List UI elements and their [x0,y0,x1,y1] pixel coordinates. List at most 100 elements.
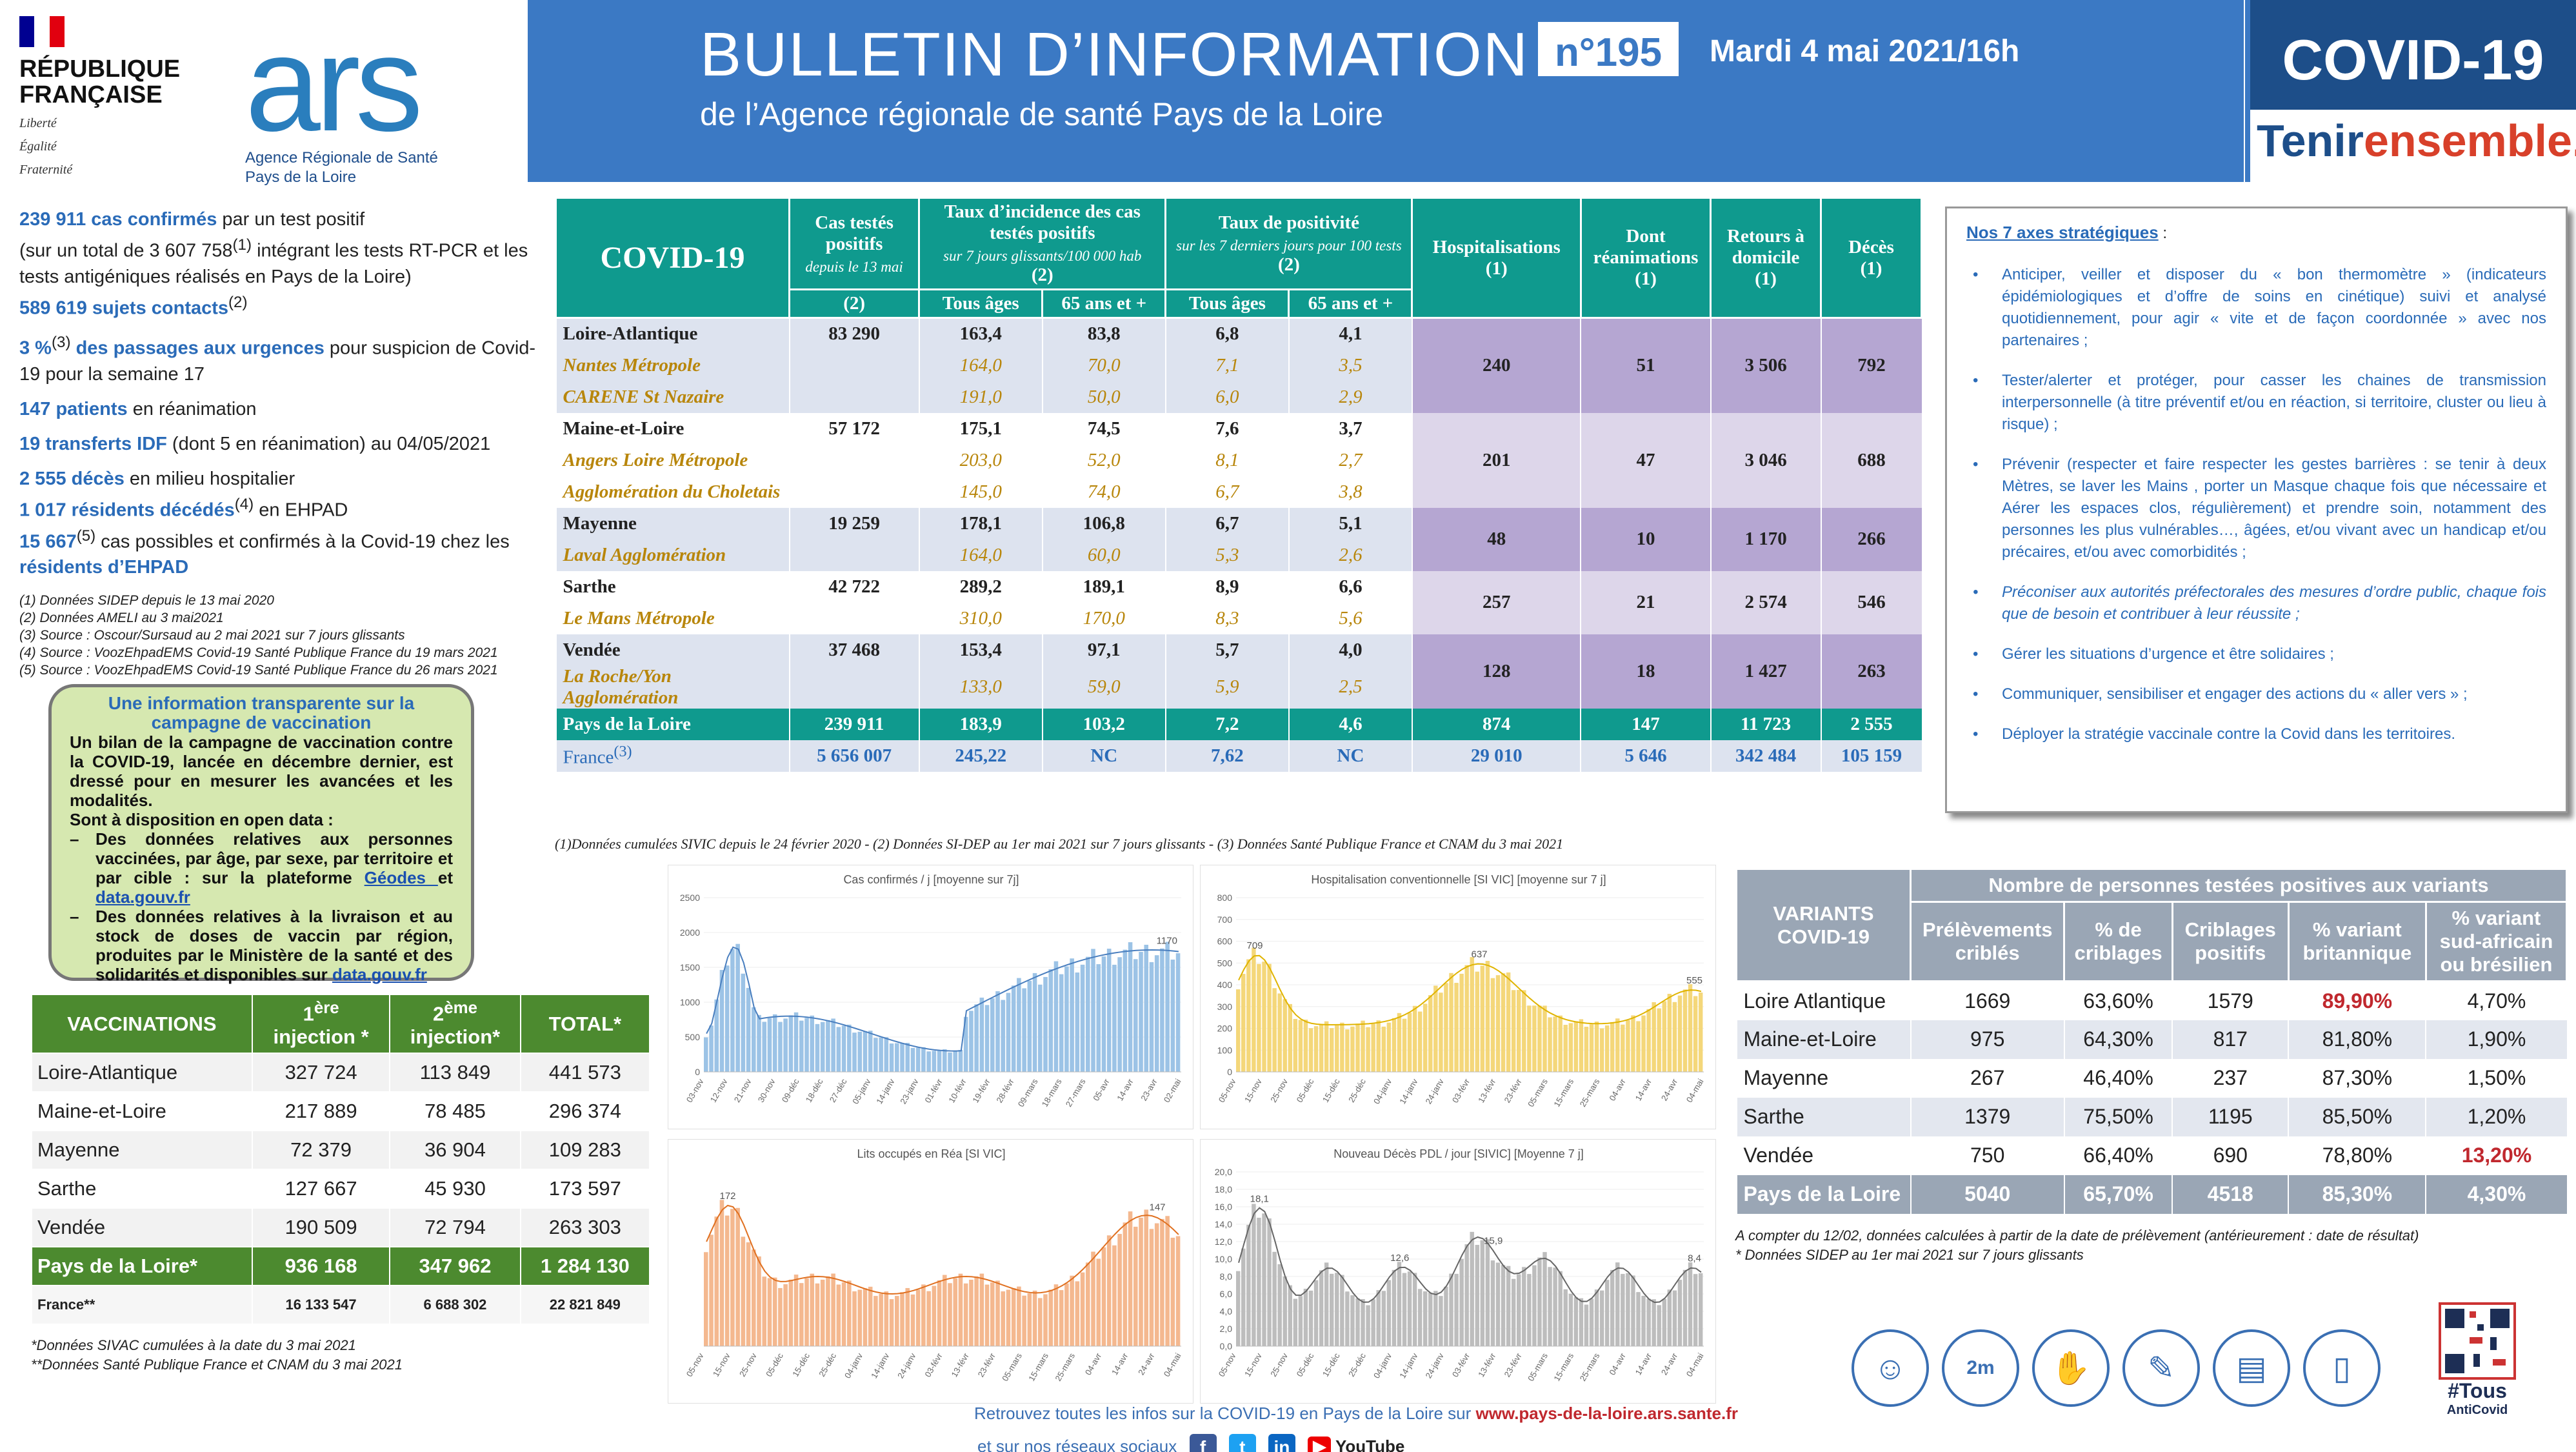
x-tick-label: 25-mars [1578,1351,1602,1383]
bar [1303,1020,1308,1072]
bar [1511,1278,1516,1346]
bar [1641,1015,1646,1072]
bar [1589,1024,1594,1072]
bar [953,1278,958,1346]
tous-anticovid-label: #Tous AntiCovid [2446,1379,2508,1417]
bar [948,1283,952,1346]
bar [1381,1026,1386,1072]
x-tick-label: 25-déc [1346,1351,1368,1378]
bar [1444,983,1448,1072]
var-note-1: A compter du 12/02, données calculées à … [1735,1227,2419,1244]
x-tick-label: 15-déc [790,1351,812,1378]
bar [1501,1265,1506,1346]
col-pos: Taux de positivité sur les 7 derniers jou… [1164,197,1413,290]
x-tick-label: 15-nov [1243,1077,1264,1104]
bar [1599,1028,1604,1072]
bar [1490,1260,1495,1346]
bar [1091,1251,1095,1346]
x-tick-label: 14-avr [1115,1076,1135,1102]
bar [1133,1226,1138,1346]
list-item: Prévenir (respecter et faire respecter l… [1966,454,2546,563]
x-tick-label: 24-janv [895,1351,918,1380]
stat-cases: 239 911 cas confirmés par un test positi… [19,209,365,230]
bar [895,1043,899,1072]
y-tick-label: 12,0 [1215,1236,1232,1247]
x-tick-label: 23-avr [1139,1076,1159,1102]
bar [1340,1022,1344,1072]
bar [1584,1026,1589,1072]
vax-col-header: VACCINATIONS [31,993,253,1054]
table-row: Mayenne 267 46,40% 237 87,30% 1,50% [1735,1058,2567,1098]
bar [1070,958,1074,1072]
bar [1558,1271,1563,1346]
x-tick-label: 23-janv [898,1077,921,1106]
website-link[interactable]: www.pays-de-la-loire.ars.sante.fr [1475,1404,1738,1423]
bar [1366,1305,1370,1346]
bar [1537,1257,1542,1346]
y-tick-label: 0,0 [1220,1341,1233,1351]
x-tick-label: 25-déc [817,1351,838,1378]
bar [1123,1222,1128,1346]
bar [1672,1290,1677,1346]
twitter-icon[interactable]: t [1228,1434,1256,1452]
col-dec: Décès (1) [1820,197,1922,319]
qr-code-icon[interactable] [2439,1302,2516,1380]
list-item: Préconiser aux autorités préfectorales d… [1966,581,2546,625]
bar [799,1283,804,1346]
variants-pdl-row: Pays de la Loire 5040 65,70% 4518 85,30% 4,30… [1735,1175,2567,1214]
bar [1371,1299,1375,1346]
x-tick-label: 14-avr [1110,1351,1130,1376]
bar [1485,1239,1490,1346]
youtube-icon[interactable]: ▶ YouTube [1308,1436,1404,1452]
bar [1439,993,1443,1072]
bar [709,1235,714,1346]
linkedin-icon[interactable]: in [1268,1434,1295,1452]
bar [1324,1262,1329,1346]
bar [1246,959,1251,1072]
x-tick-label: 14-janv [874,1077,897,1106]
bar [1006,1289,1011,1346]
bar [1386,1280,1392,1346]
bar [1139,952,1143,1072]
col-cas: Cas testés positifs depuis le 13 mai [788,197,921,290]
bar [990,1282,995,1346]
vax-col-dose1: 1ère injection * [251,993,391,1054]
y-tick-label: 8,0 [1220,1271,1233,1282]
bar [1543,1252,1547,1346]
table-row: Maine-et-Loire 975 64,30% 817 81,80% 1,90% [1735,1020,2567,1059]
x-tick-label: 15-mars [1552,1351,1575,1383]
bar [1096,964,1101,1072]
geodes-link[interactable]: Géodes [364,868,438,887]
bar [1423,1003,1428,1072]
x-tick-label: 28-févr [994,1076,1016,1104]
bar [772,1277,777,1346]
x-tick-label: 13-févr [949,1351,971,1378]
x-tick-label: 03-févr [1450,1076,1472,1104]
col-ret: Retours à domicile (1) [1710,197,1822,319]
note-5: (5) Source : VoozEhpadEMS Covid-19 Santé… [19,663,498,678]
bar [783,1284,788,1346]
facebook-icon[interactable]: f [1189,1434,1217,1452]
bar [772,1014,777,1072]
bar [895,1296,899,1346]
bar [1236,1271,1241,1346]
data-gouv-link-1[interactable]: data.gouv.fr [95,887,190,907]
bar [1165,942,1170,1072]
bar [1553,1016,1557,1072]
table-row: Loire-Atlantique 83 290 163,4 83,8 6,8 4,1 240… [555,318,1922,413]
bar [1257,963,1261,1072]
bar [1080,1272,1085,1346]
bar [719,970,724,1072]
x-tick-label: 04-janv [1372,1077,1394,1106]
data-gouv-link-2[interactable]: data.gouv.fr [332,965,427,984]
bar [1001,1000,1006,1072]
x-tick-label: 14-janv [869,1351,892,1380]
x-tick-label: 05-déc [1295,1351,1316,1378]
bar [921,1284,926,1346]
bar [1101,956,1106,1072]
x-tick-label: 13-févr [1476,1351,1498,1378]
bar [1288,1003,1292,1072]
bar [1032,1290,1037,1346]
bar [1335,1273,1339,1346]
series-line [1238,1207,1702,1304]
